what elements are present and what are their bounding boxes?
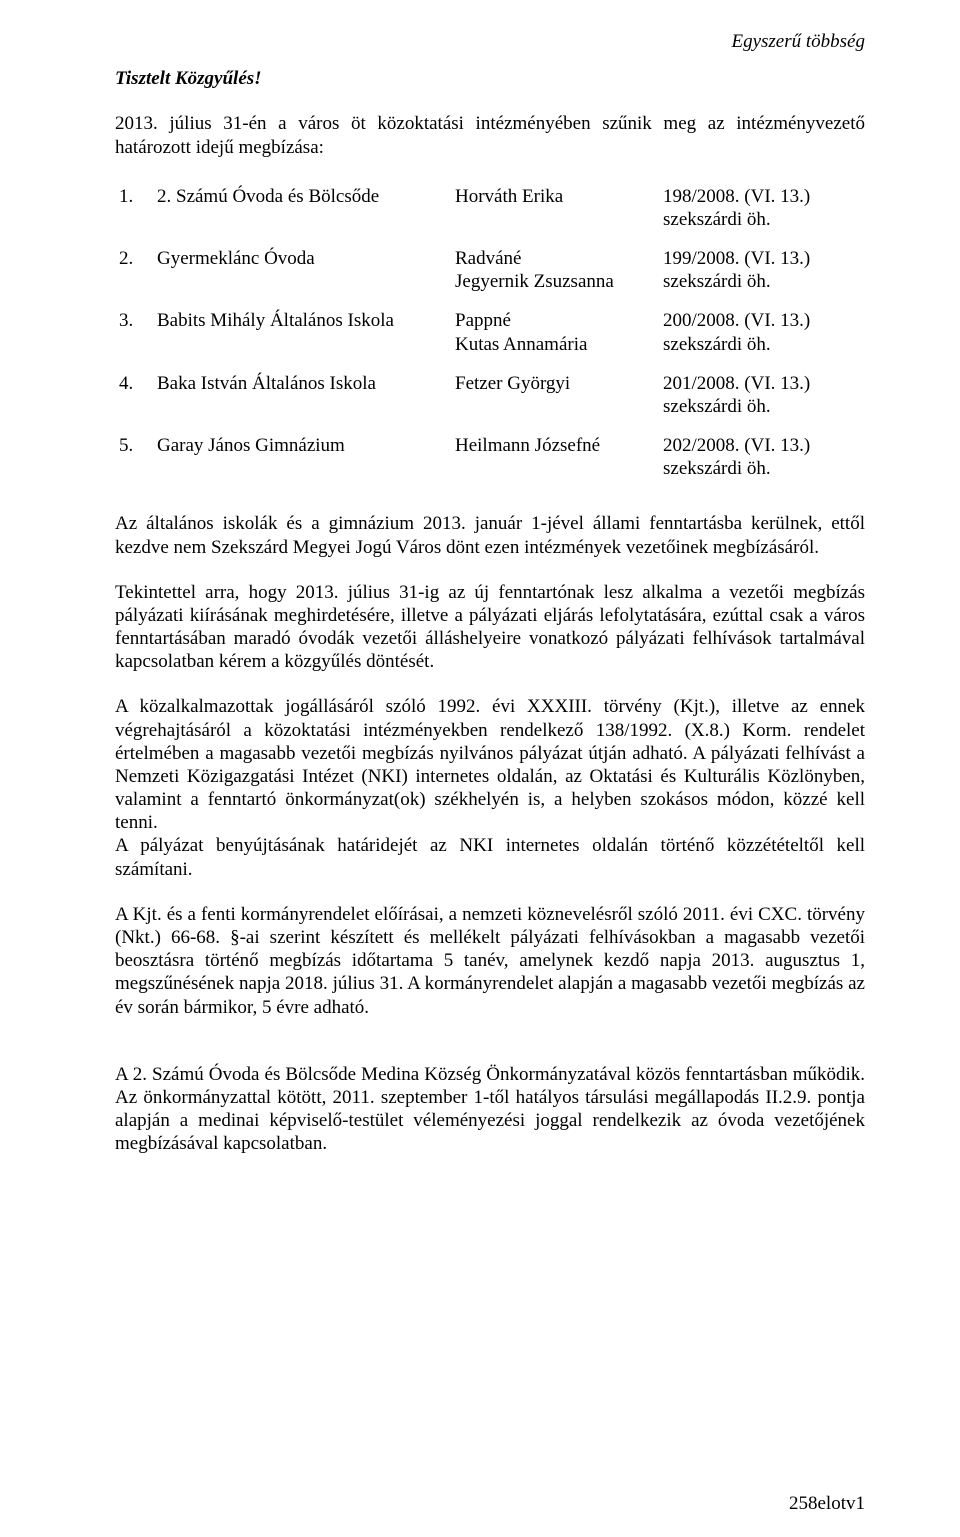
row-number: 4. (115, 364, 153, 426)
row-number: 2. (115, 239, 153, 301)
person-name: Fetzer Györgyi (451, 364, 659, 426)
table-row: 3. Babits Mihály Általános Iskola Pappné… (115, 301, 865, 363)
table-row: 2. Gyermeklánc Óvoda Radváné Jegyernik Z… (115, 239, 865, 301)
document-page: Egyszerű többség Tisztelt Közgyűlés! 201… (0, 0, 960, 1537)
institution-name: 2. Számú Óvoda és Bölcsőde (153, 177, 451, 239)
table-row: 4. Baka István Általános Iskola Fetzer G… (115, 364, 865, 426)
body-paragraph: A 2. Számú Óvoda és Bölcsőde Medina Közs… (115, 1063, 865, 1156)
person-line: Kutas Annamária (455, 334, 587, 355)
res-line: 198/2008. (VI. 13.) (663, 186, 810, 207)
row-number: 3. (115, 301, 153, 363)
person-name: Horváth Erika (451, 177, 659, 239)
res-line: 200/2008. (VI. 13.) (663, 310, 810, 331)
institution-name: Garay János Gimnázium (153, 426, 451, 488)
res-line: szekszárdi öh. (663, 458, 771, 479)
person-name: Pappné Kutas Annamária (451, 301, 659, 363)
resolution-ref: 199/2008. (VI. 13.) szekszárdi öh. (659, 239, 865, 301)
person-name: Radváné Jegyernik Zsuzsanna (451, 239, 659, 301)
res-line: 199/2008. (VI. 13.) (663, 248, 810, 269)
resolution-ref: 202/2008. (VI. 13.) szekszárdi öh. (659, 426, 865, 488)
resolution-ref: 201/2008. (VI. 13.) szekszárdi öh. (659, 364, 865, 426)
institution-name: Babits Mihály Általános Iskola (153, 301, 451, 363)
body-paragraph: A Kjt. és a fenti kormányrendelet előírá… (115, 903, 865, 1019)
page-title: Tisztelt Közgyűlés! (115, 67, 865, 90)
body-paragraph: A közalkalmazottak jogállásáról szóló 19… (115, 695, 865, 834)
res-line: szekszárdi öh. (663, 334, 771, 355)
body-paragraph: Tekintettel arra, hogy 2013. július 31-i… (115, 581, 865, 674)
res-line: szekszárdi öh. (663, 396, 771, 417)
institutions-table: 1. 2. Számú Óvoda és Bölcsőde Horváth Er… (115, 177, 865, 489)
person-line: Pappné (455, 310, 511, 331)
res-line: 202/2008. (VI. 13.) (663, 435, 810, 456)
res-line: szekszárdi öh. (663, 271, 771, 292)
person-name: Heilmann Józsefné (451, 426, 659, 488)
person-line: Radváné (455, 248, 521, 269)
table-row: 1. 2. Számú Óvoda és Bölcsőde Horváth Er… (115, 177, 865, 239)
body-paragraph: A pályázat benyújtásának határidejét az … (115, 834, 865, 880)
institution-name: Baka István Általános Iskola (153, 364, 451, 426)
resolution-ref: 200/2008. (VI. 13.) szekszárdi öh. (659, 301, 865, 363)
table-row: 5. Garay János Gimnázium Heilmann József… (115, 426, 865, 488)
person-line: Jegyernik Zsuzsanna (455, 271, 614, 292)
res-line: szekszárdi öh. (663, 209, 771, 230)
body-paragraph: Az általános iskolák és a gimnázium 2013… (115, 512, 865, 558)
header-majority-note: Egyszerű többség (115, 30, 865, 53)
res-line: 201/2008. (VI. 13.) (663, 373, 810, 394)
intro-paragraph: 2013. július 31-én a város öt közoktatás… (115, 112, 865, 158)
row-number: 1. (115, 177, 153, 239)
resolution-ref: 198/2008. (VI. 13.) szekszárdi öh. (659, 177, 865, 239)
institution-name: Gyermeklánc Óvoda (153, 239, 451, 301)
row-number: 5. (115, 426, 153, 488)
footer-ref: 258elotv1 (789, 1492, 865, 1515)
